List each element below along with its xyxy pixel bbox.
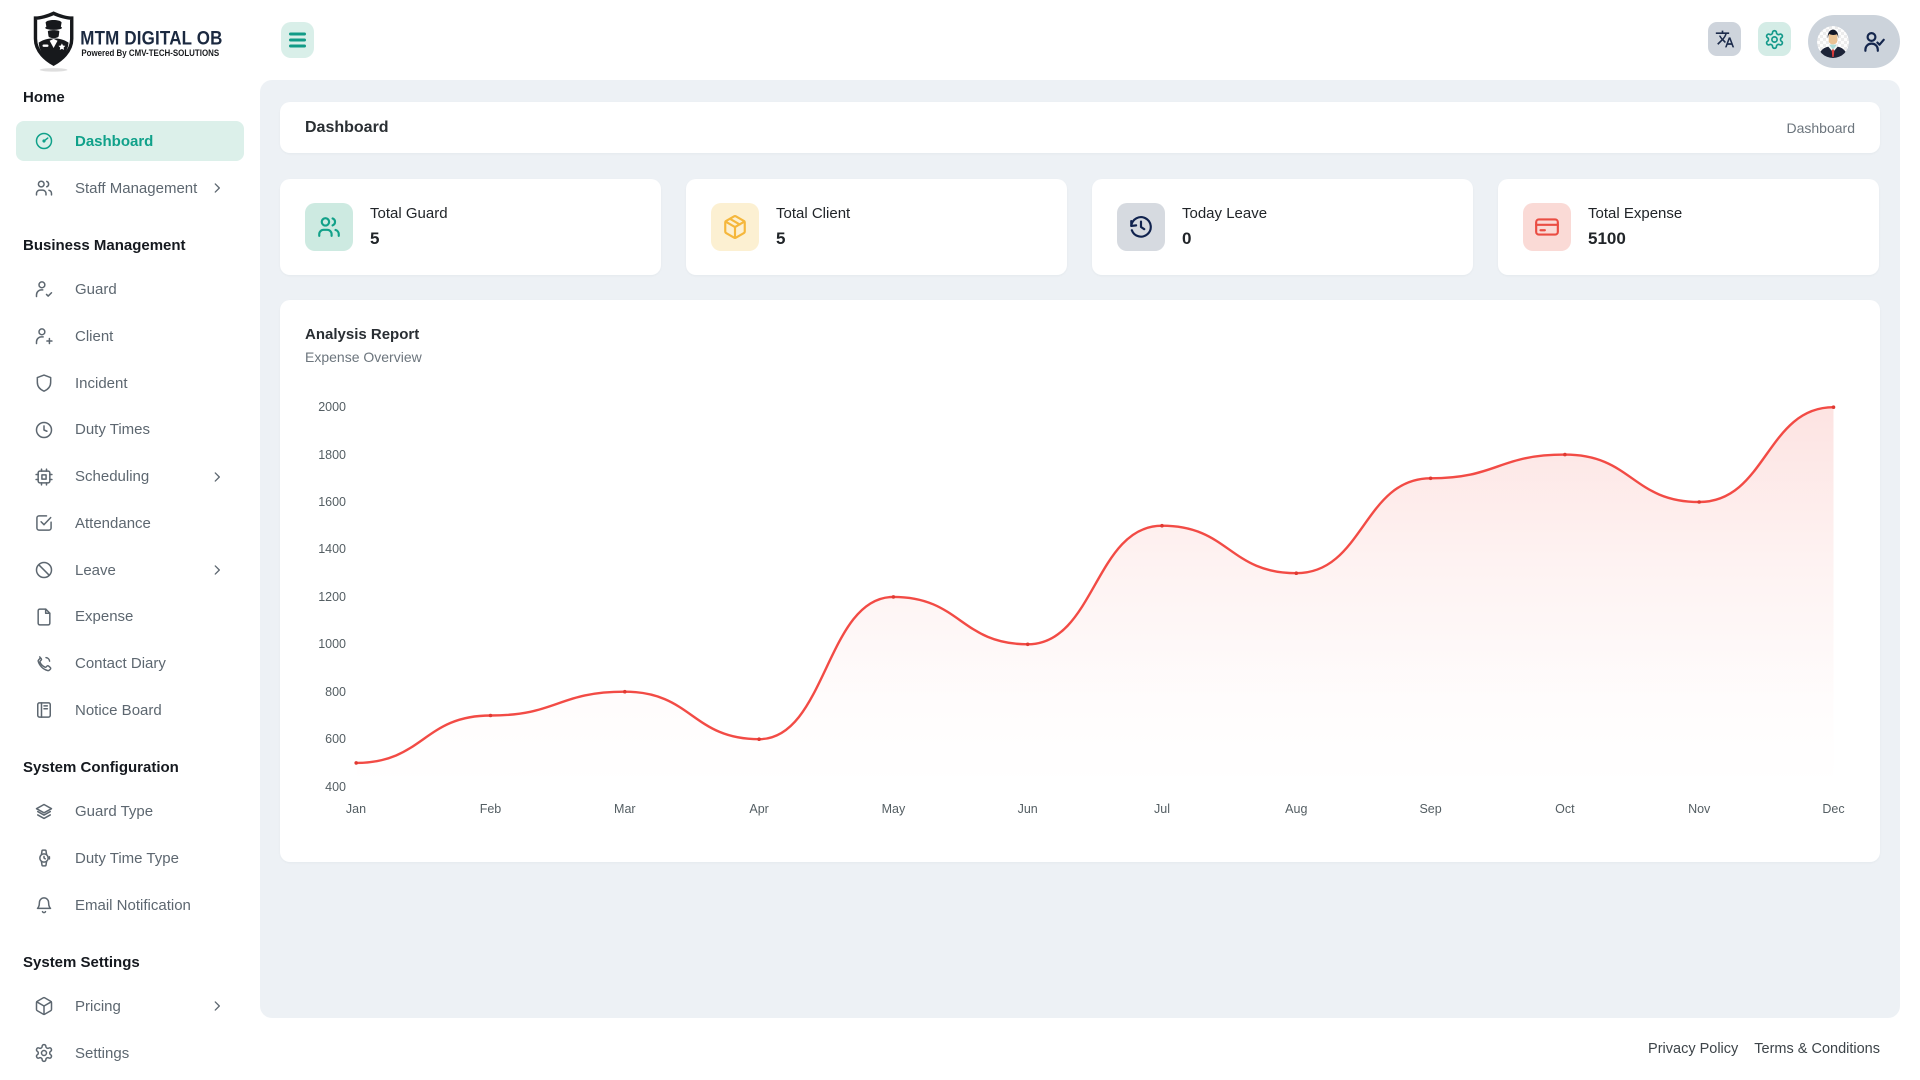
svg-text:Dec: Dec — [1822, 802, 1844, 816]
svg-text:Expense Overview: Expense Overview — [305, 349, 423, 365]
svg-text:800: 800 — [325, 685, 346, 699]
svg-text:Mar: Mar — [614, 802, 636, 816]
svg-text:Apr: Apr — [749, 802, 768, 816]
svg-text:1800: 1800 — [318, 448, 346, 462]
svg-text:400: 400 — [325, 780, 346, 794]
svg-text:2000: 2000 — [318, 400, 346, 414]
svg-text:1600: 1600 — [318, 495, 346, 509]
svg-text:Nov: Nov — [1688, 802, 1711, 816]
svg-text:1200: 1200 — [318, 590, 346, 604]
svg-text:Aug: Aug — [1285, 802, 1307, 816]
svg-text:Jan: Jan — [346, 802, 366, 816]
svg-text:May: May — [882, 802, 906, 816]
svg-text:Feb: Feb — [480, 802, 502, 816]
svg-text:1000: 1000 — [318, 637, 346, 651]
svg-text:Jul: Jul — [1154, 802, 1170, 816]
svg-text:Analysis Report: Analysis Report — [305, 326, 419, 343]
svg-text:1400: 1400 — [318, 542, 346, 556]
svg-text:Oct: Oct — [1555, 802, 1575, 816]
svg-text:MTM DIGITAL OB: MTM DIGITAL OB — [80, 26, 222, 48]
svg-text:600: 600 — [325, 732, 346, 746]
svg-text:Sep: Sep — [1419, 802, 1441, 816]
svg-text:Powered By CMV-TECH-SOLUTIONS: Powered By CMV-TECH-SOLUTIONS — [81, 47, 219, 58]
svg-text:Jun: Jun — [1018, 802, 1038, 816]
